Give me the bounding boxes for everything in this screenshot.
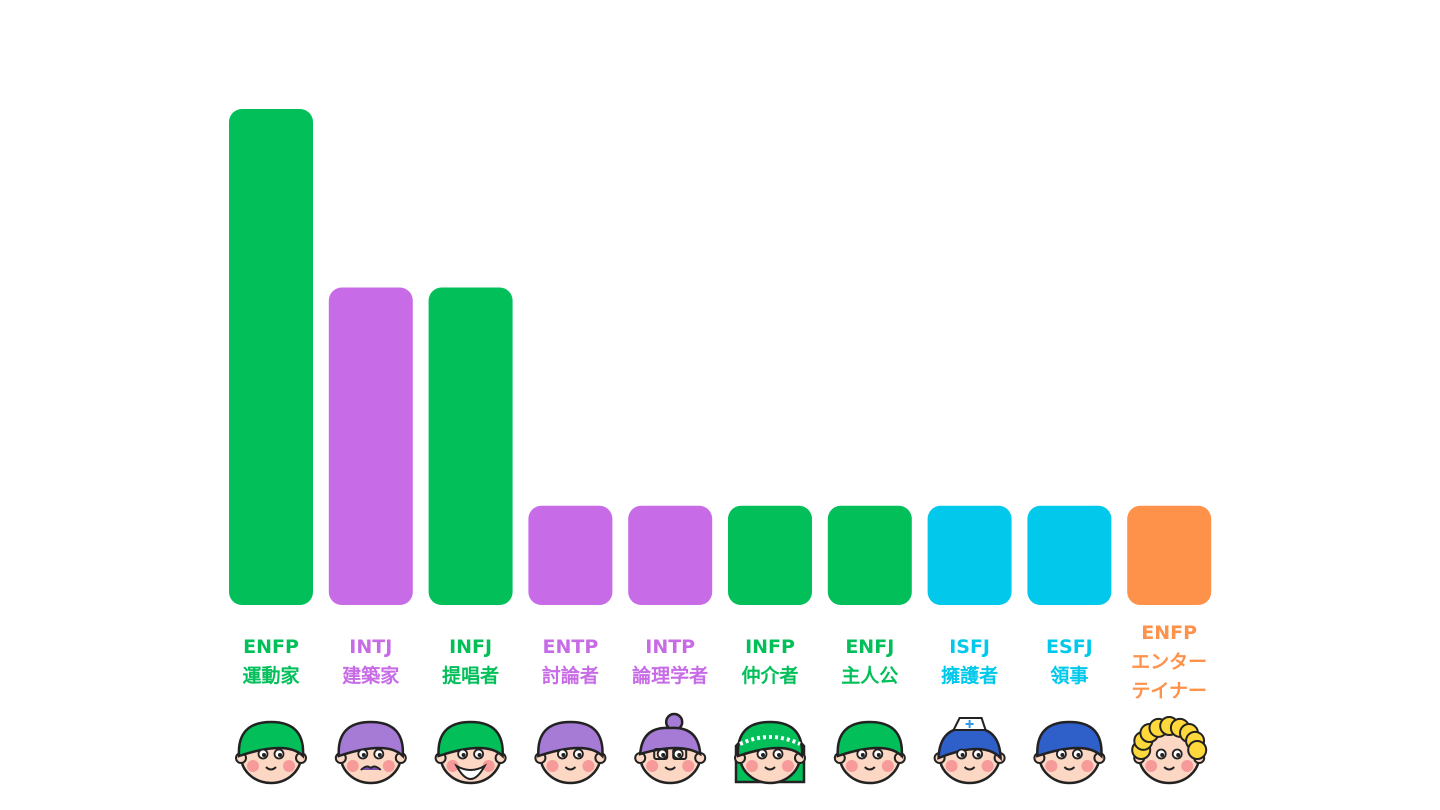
bar-infj-2 [428,287,513,605]
category-label: INFJ 提唱者 [416,633,526,691]
category-label: ENTP 討論者 [515,633,625,691]
type-name: 論理学者 [632,665,709,687]
category-label: INTJ 建築家 [316,633,426,691]
yellow-curly-hair-character-icon [1131,716,1208,785]
type-code: ENFP [1141,621,1198,644]
type-name: 建築家 [342,665,400,687]
type-name: 擁護者 [941,665,999,687]
category-label: ESFJ 領事 [1014,633,1124,691]
type-code: ESFJ [1046,636,1093,658]
bar-infp-5 [728,505,812,605]
type-code: ENFP [243,636,299,658]
bar-intp-4 [628,505,713,605]
type-name: 仲介者 [741,665,799,687]
purple-bun-glasses-character-icon [634,712,707,785]
type-code: ENFJ [845,636,895,658]
bar-enfp-9 [1127,505,1212,605]
type-code: ENTP [542,636,599,658]
category-label: ENFP 運動家 [216,633,326,691]
nurse-cap-character-icon [933,717,1006,785]
type-name: 討論者 [541,665,599,687]
blue-hair-character-icon [1033,720,1106,785]
bar-intj-1 [328,287,413,605]
type-code: INFJ [449,636,493,658]
green-hair-bearded-character-icon [434,720,507,785]
type-code: ISFJ [949,636,990,658]
category-label: ENFJ 主人公 [815,633,925,691]
bar-enfp-0 [229,109,313,605]
category-label: ISFJ 擁護者 [915,633,1025,691]
purple-hair-mustache-character-icon [334,720,407,785]
type-code: INTP [645,636,696,658]
category-label: INFP 仲介者 [715,633,825,691]
green-hair-character-icon [235,720,307,785]
green-hair-headband-character-icon [734,720,806,785]
bar-esfj-8 [1027,505,1112,605]
type-name: 提唱者 [442,665,500,687]
bar-enfj-6 [827,505,912,605]
bar-entp-3 [528,505,613,605]
type-name: 運動家 [242,665,300,687]
purple-hair-smirk-character-icon [534,720,607,785]
type-name: 主人公 [841,665,899,687]
type-name: エンター [1131,650,1208,673]
bar-isfj-7 [927,505,1012,605]
type-code: INFP [745,636,795,658]
green-hair-character-icon [833,720,906,785]
type-name: 領事 [1050,665,1089,687]
type-name: テイナー [1131,679,1207,702]
type-code: INTJ [349,636,393,658]
category-label: INTP 論理学者 [615,633,725,691]
category-label: ENFP エンターテイナー [1114,619,1224,706]
